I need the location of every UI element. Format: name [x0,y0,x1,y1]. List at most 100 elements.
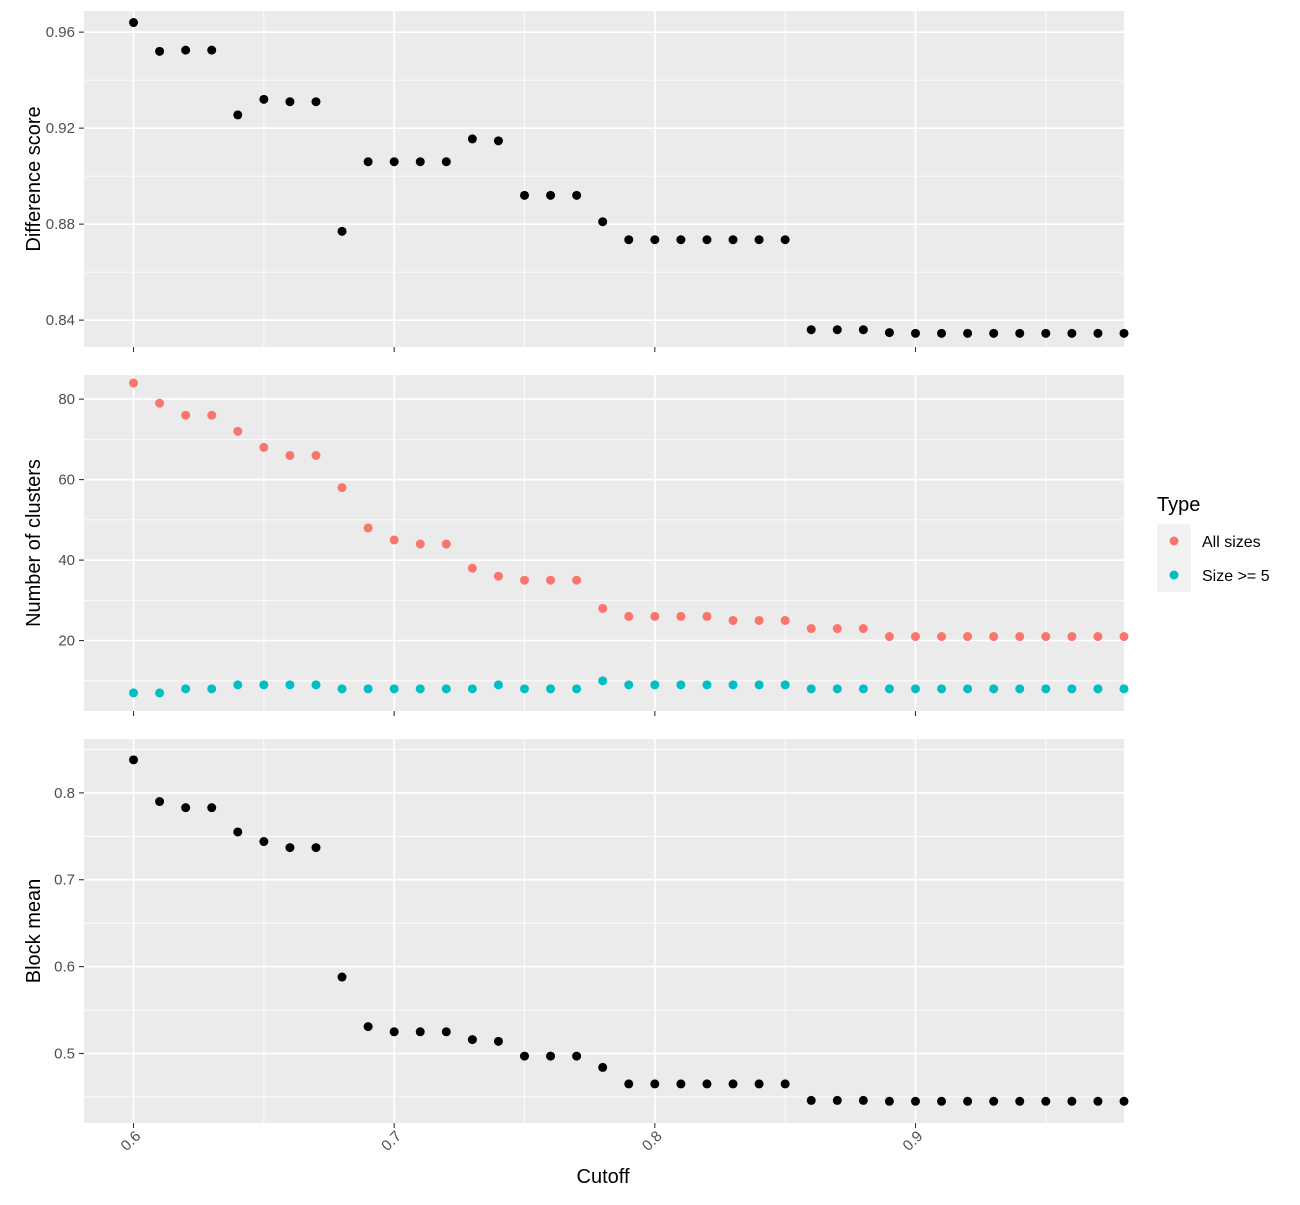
data-point [520,1051,530,1061]
data-point [624,611,634,621]
data-point [754,615,764,625]
data-point [363,157,373,167]
legend: Type All sizes Size >= 5 [1157,494,1270,592]
y-axis-title: Difference score [23,106,45,251]
data-point [181,803,191,813]
data-point [1067,328,1077,338]
data-point [937,684,947,694]
data-point [129,688,139,698]
data-point [624,1079,634,1089]
data-point [1067,632,1077,642]
x-tick-label: 0.7 [378,1128,405,1155]
data-point [1015,632,1025,642]
data-point [884,684,894,694]
data-point [546,684,556,694]
y-tick-label: 0.7 [54,872,75,889]
data-point [702,611,712,621]
data-point [598,603,608,613]
y-tick-label: 60 [58,472,75,489]
data-point [572,190,582,200]
data-point [363,1022,373,1032]
data-point [1015,1096,1025,1106]
data-point [832,684,842,694]
data-point [207,684,217,694]
data-point [884,328,894,338]
data-point [546,190,556,200]
data-point [207,410,217,420]
data-point [989,328,999,338]
x-tick-label: 0.8 [639,1128,666,1155]
data-point [285,680,295,690]
data-point [441,539,451,549]
data-point [963,328,973,338]
data-point [1093,684,1103,694]
y-tick-label: 80 [58,391,75,408]
legend-key-all-sizes [1169,536,1179,546]
panel-1: 0.84 0.88 0.92 0.96 Difference score [23,11,1129,352]
data-point [754,680,764,690]
data-point [207,45,217,55]
y-axis-title: Number of clusters [23,459,45,627]
data-point [155,797,165,807]
data-point [989,632,999,642]
data-point [441,684,451,694]
data-point [650,1079,660,1089]
data-point [572,1051,582,1061]
data-point [728,615,738,625]
data-point [1041,328,1051,338]
legend-label-size-5: Size >= 5 [1202,568,1270,585]
data-point [963,1096,973,1106]
data-point [233,827,243,837]
panel-3: 0.5 0.6 0.7 0.8 Block mean [23,739,1129,1128]
data-point [285,843,295,853]
data-point [337,972,347,982]
data-point [963,632,973,642]
data-point [1041,1096,1051,1106]
panels-layer: 0.84 0.88 0.92 0.96 Difference score 20 40 60 80… [23,11,1129,1155]
data-point [337,483,347,493]
data-point [389,157,399,167]
data-point [832,325,842,335]
data-point [259,442,269,452]
data-point [702,235,712,245]
data-point [1015,328,1025,338]
data-point [233,426,243,436]
data-point [363,523,373,533]
data-point [910,1096,920,1106]
data-point [129,378,139,388]
data-point [806,684,816,694]
data-point [207,803,217,813]
data-point [676,611,686,621]
data-point [1067,684,1077,694]
data-point [181,684,191,694]
data-point [728,680,738,690]
data-point [181,410,191,420]
data-point [467,684,477,694]
data-point [728,235,738,245]
data-point [129,18,139,28]
data-point [1119,684,1129,694]
data-point [1119,1096,1129,1106]
data-point [702,680,712,690]
legend-key-size-5 [1169,570,1179,580]
legend-label-all-sizes: All sizes [1202,534,1261,551]
data-point [676,680,686,690]
data-point [155,688,165,698]
data-point [259,837,269,847]
panel-background [84,375,1124,711]
data-point [155,398,165,408]
data-point [832,624,842,634]
data-point [1093,328,1103,338]
data-point [572,575,582,585]
data-point [546,575,556,585]
data-point [702,1079,712,1089]
y-tick-label: 20 [58,633,75,650]
data-point [363,684,373,694]
data-point [389,535,399,545]
y-tick-label: 0.96 [46,24,75,41]
data-point [1067,1096,1077,1106]
y-axis-title: Block mean [23,879,45,984]
data-point [806,624,816,634]
